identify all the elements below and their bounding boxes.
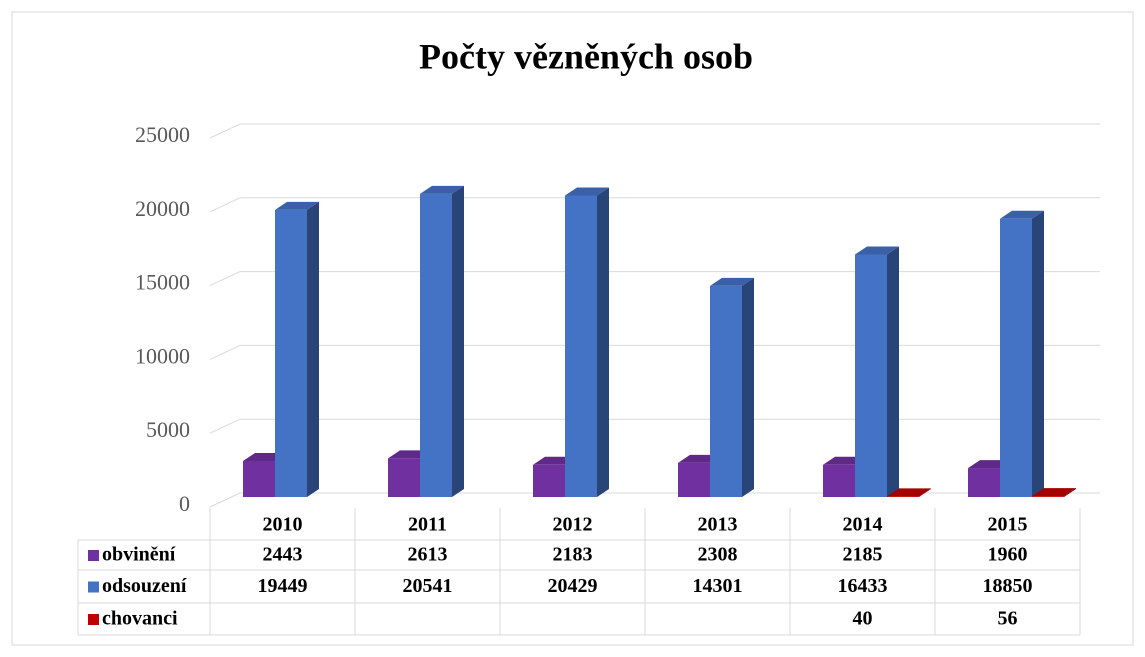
- table-value: 16433: [838, 575, 888, 597]
- bar-side: [1032, 210, 1044, 498]
- x-tick-label: 2010: [263, 514, 303, 536]
- bar-top: [275, 201, 319, 210]
- table-value: 2613: [408, 544, 448, 566]
- table-value: 40: [853, 608, 873, 630]
- table-value: 20541: [403, 575, 453, 597]
- grid-line: [209, 197, 241, 213]
- bar-side: [1064, 488, 1076, 497]
- y-tick-label: 10000: [135, 343, 190, 368]
- bar-top: [887, 488, 931, 497]
- legend-swatch: [88, 581, 99, 593]
- bar-side: [887, 246, 899, 497]
- grid-line: [209, 492, 241, 508]
- bar: [243, 460, 275, 497]
- bar: [275, 209, 307, 498]
- bar-top: [1000, 210, 1044, 219]
- grid-line: [209, 344, 241, 360]
- y-tick-label: 15000: [135, 270, 190, 295]
- bar-side: [597, 187, 609, 497]
- y-tick-label: 20000: [135, 196, 190, 221]
- table-value: 19449: [258, 575, 308, 597]
- x-tick-label: 2013: [698, 514, 738, 536]
- table-value: 1960: [988, 544, 1028, 566]
- grid-line: [209, 123, 241, 139]
- legend-label: obvinění: [102, 544, 176, 566]
- legend-swatch: [88, 614, 99, 625]
- y-tick-label: 0: [179, 491, 190, 516]
- x-tick-label: 2014: [843, 514, 883, 536]
- bar: [533, 464, 565, 497]
- bar: [887, 496, 919, 497]
- legend-label: odsouzení: [102, 575, 187, 597]
- bar: [1032, 496, 1064, 497]
- bar: [565, 195, 597, 497]
- legend-swatch: [88, 550, 99, 561]
- bar: [855, 254, 887, 497]
- table-value: 2185: [843, 544, 883, 566]
- bar-side: [452, 185, 464, 498]
- bar-top: [565, 187, 609, 196]
- bar-top: [710, 277, 754, 286]
- y-tick-label: 5000: [146, 417, 190, 442]
- bar: [420, 193, 452, 498]
- table-value: 2183: [553, 544, 593, 566]
- bar-side: [307, 201, 319, 498]
- bar: [710, 285, 742, 497]
- table-value: 14301: [693, 575, 743, 597]
- x-tick-label: 2012: [553, 514, 593, 536]
- bar-top: [1032, 488, 1076, 497]
- y-tick-label: 25000: [135, 122, 190, 147]
- legend-label: chovanci: [102, 608, 178, 630]
- chart-title: Počty vězněných osob: [419, 36, 753, 76]
- bar: [823, 464, 855, 497]
- bar: [968, 468, 1000, 497]
- x-tick-label: 2011: [408, 514, 447, 536]
- table-value: 20429: [548, 575, 598, 597]
- bar-side: [742, 277, 754, 497]
- table-value: 18850: [983, 575, 1033, 597]
- x-tick-label: 2015: [988, 514, 1028, 536]
- grid-line: [209, 271, 241, 287]
- bar: [1000, 218, 1032, 498]
- bar-top: [855, 246, 899, 255]
- bar: [388, 458, 420, 497]
- table-value: 2308: [698, 544, 738, 566]
- grid-line: [209, 418, 241, 434]
- table-value: 56: [998, 608, 1018, 630]
- bar-side: [919, 488, 931, 497]
- bar: [678, 462, 710, 497]
- table-value: 2443: [263, 544, 303, 566]
- bar-top: [420, 185, 464, 194]
